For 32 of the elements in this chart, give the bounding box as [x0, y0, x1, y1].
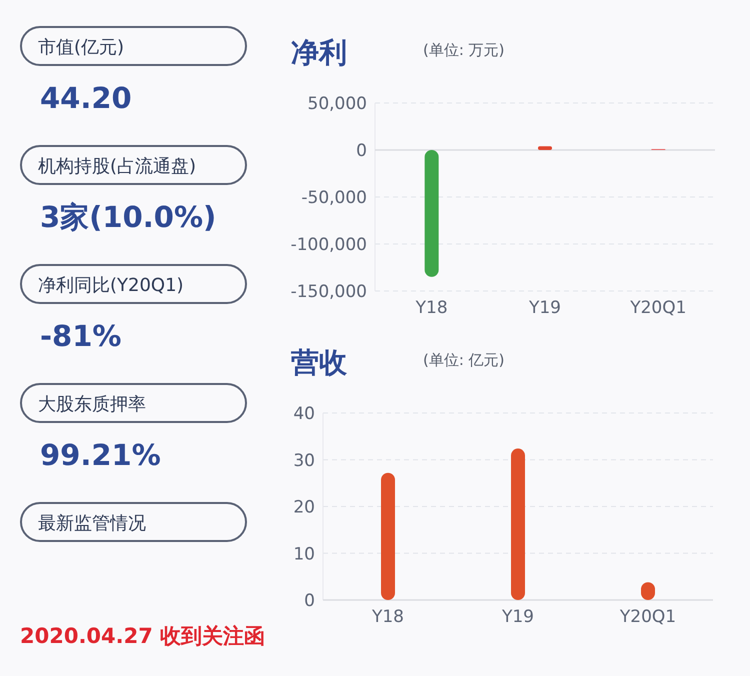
y-tick-label: 50,000 [308, 94, 367, 114]
x-tick-label: Y19 [528, 298, 562, 318]
y-tick-label: 20 [293, 498, 315, 518]
text: 净利同比(Y20Q1) [38, 275, 184, 296]
x-tick-label: Y20Q1 [618, 607, 676, 627]
y-tick-label: 40 [293, 404, 315, 424]
y-tick-label: -50,000 [301, 188, 367, 208]
text: 2020.04.27 收到关注函 [20, 624, 266, 648]
x-tick-label: Y20Q1 [629, 298, 686, 318]
text: 大股东质押率 [38, 394, 146, 415]
chart-subtitle: (单位: 亿元) [423, 351, 505, 369]
text: 3家(10.0%) [40, 200, 216, 234]
y-tick-label: 0 [356, 141, 367, 161]
x-tick-label: Y18 [414, 298, 448, 318]
bar [381, 472, 395, 600]
chart-subtitle: (单位: 万元) [423, 41, 505, 59]
bar [511, 448, 525, 600]
y-tick-label: -150,000 [290, 282, 367, 302]
y-tick-label: 10 [293, 544, 315, 564]
chart-title: 营收 [290, 346, 348, 379]
y-tick-label: -100,000 [290, 235, 367, 255]
text: 44.20 [40, 81, 132, 115]
x-tick-label: Y19 [500, 607, 534, 627]
text: 机构持股(占流通盘) [38, 156, 196, 177]
y-tick-label: 30 [293, 450, 315, 471]
text: 99.21% [40, 438, 161, 472]
text: 市值(亿元) [38, 37, 124, 58]
text: 最新监管情况 [38, 513, 146, 534]
text: -81% [40, 319, 122, 353]
y-tick-label: 0 [304, 591, 315, 611]
chart-title: 净利 [291, 36, 347, 69]
x-tick-label: Y18 [370, 607, 404, 627]
